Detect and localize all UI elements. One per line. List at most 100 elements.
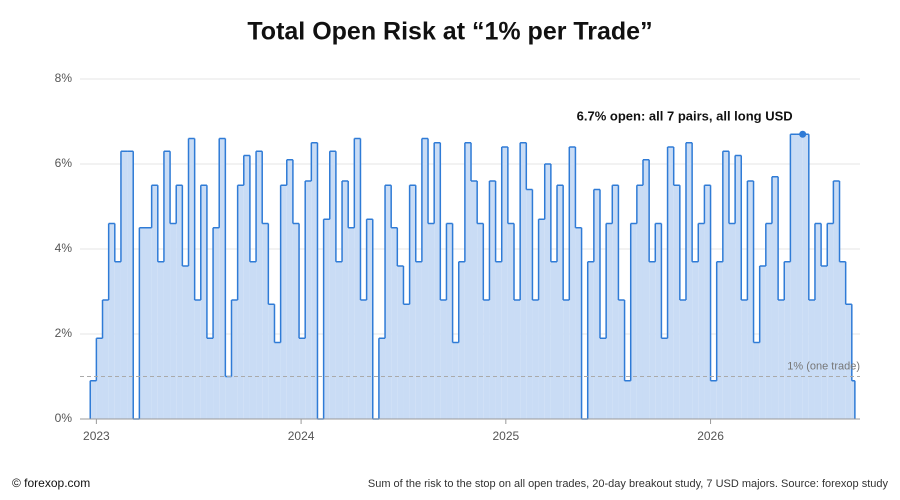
area-step bbox=[661, 338, 668, 419]
area-step bbox=[814, 223, 822, 419]
area-step bbox=[636, 185, 643, 419]
x-tick-label: 2024 bbox=[288, 429, 315, 443]
area-step bbox=[170, 223, 177, 419]
area-step bbox=[464, 142, 472, 419]
area-step bbox=[268, 304, 275, 419]
y-tick-label: 4% bbox=[55, 241, 73, 255]
area-step bbox=[225, 376, 232, 419]
area-step bbox=[630, 223, 637, 419]
area-step bbox=[96, 338, 103, 419]
area-step bbox=[397, 266, 404, 419]
area-step bbox=[471, 181, 478, 419]
area-step bbox=[587, 261, 594, 419]
y-tick-label: 6% bbox=[55, 156, 73, 170]
area-step bbox=[557, 185, 564, 419]
area-step bbox=[188, 138, 195, 419]
area-step bbox=[262, 223, 269, 419]
area-step bbox=[391, 227, 398, 419]
area-step bbox=[428, 223, 435, 419]
area-step bbox=[526, 189, 533, 419]
area-step bbox=[483, 300, 490, 419]
area-step bbox=[624, 380, 631, 419]
area-step bbox=[200, 185, 207, 419]
area-step bbox=[274, 342, 281, 419]
caption: Sum of the risk to the stop on all open … bbox=[368, 478, 889, 490]
y-tick-label: 2% bbox=[55, 326, 73, 340]
area-step bbox=[618, 300, 625, 419]
annotation-label: 6.7% open: all 7 pairs, all long USD bbox=[577, 109, 793, 124]
area-step bbox=[139, 227, 146, 419]
area-step bbox=[305, 181, 312, 419]
area-step bbox=[292, 223, 300, 419]
area-step bbox=[520, 142, 527, 419]
area-step bbox=[649, 261, 656, 419]
area-step bbox=[194, 300, 201, 419]
area-step bbox=[808, 300, 815, 419]
area-step bbox=[452, 342, 459, 419]
area-step bbox=[206, 338, 214, 419]
area-step bbox=[612, 185, 619, 419]
area-step bbox=[741, 300, 748, 419]
area-step bbox=[440, 300, 447, 419]
x-tick-label: 2023 bbox=[83, 429, 110, 443]
area-step bbox=[575, 227, 582, 419]
area-step bbox=[256, 151, 263, 419]
area-step bbox=[157, 261, 164, 419]
area-step bbox=[151, 185, 158, 419]
area-step bbox=[759, 266, 766, 419]
area-step bbox=[532, 300, 539, 419]
area-step bbox=[243, 155, 250, 419]
area-step bbox=[114, 261, 121, 419]
area-step bbox=[796, 134, 803, 419]
area-step bbox=[679, 300, 686, 419]
annotation-point bbox=[799, 130, 807, 138]
area-step bbox=[538, 219, 545, 419]
area-step bbox=[642, 159, 650, 419]
area-step bbox=[692, 261, 699, 419]
area-step bbox=[249, 261, 257, 419]
area-step bbox=[501, 147, 508, 419]
area-step bbox=[722, 151, 729, 419]
area-step bbox=[839, 261, 846, 419]
area-step bbox=[600, 338, 607, 419]
area-step bbox=[507, 223, 515, 419]
area-step bbox=[728, 223, 736, 419]
chart-title: Total Open Risk at “1% per Trade” bbox=[247, 18, 652, 46]
area-step bbox=[415, 261, 422, 419]
area-step bbox=[145, 227, 152, 419]
area-step bbox=[403, 304, 410, 419]
y-tick-label: 0% bbox=[55, 411, 73, 425]
area-step bbox=[286, 159, 293, 419]
area-step bbox=[845, 304, 852, 419]
area-step bbox=[360, 300, 367, 419]
area-step bbox=[790, 134, 797, 419]
area-step bbox=[685, 142, 693, 419]
area-step bbox=[120, 151, 128, 419]
area-step bbox=[354, 138, 361, 419]
area-step bbox=[127, 151, 134, 419]
area-step bbox=[514, 300, 521, 419]
area-step bbox=[108, 223, 115, 419]
area-step bbox=[544, 164, 551, 419]
area-step bbox=[280, 185, 287, 419]
area-step bbox=[710, 380, 717, 419]
area-step bbox=[569, 147, 576, 419]
area-step bbox=[563, 300, 570, 419]
area-step bbox=[458, 261, 465, 419]
x-tick-label: 2026 bbox=[697, 429, 724, 443]
area-step bbox=[716, 261, 723, 419]
area-step bbox=[698, 223, 705, 419]
area-step bbox=[851, 380, 855, 419]
area-step bbox=[90, 380, 97, 419]
area-step bbox=[182, 266, 189, 419]
area-step bbox=[477, 223, 484, 419]
area-step bbox=[802, 134, 809, 419]
area-step bbox=[231, 300, 238, 419]
area-step bbox=[833, 181, 840, 419]
x-tick-label: 2025 bbox=[492, 429, 519, 443]
area-step bbox=[311, 142, 318, 419]
area-step bbox=[163, 151, 171, 419]
area-step bbox=[778, 300, 785, 419]
area-step bbox=[593, 189, 600, 419]
